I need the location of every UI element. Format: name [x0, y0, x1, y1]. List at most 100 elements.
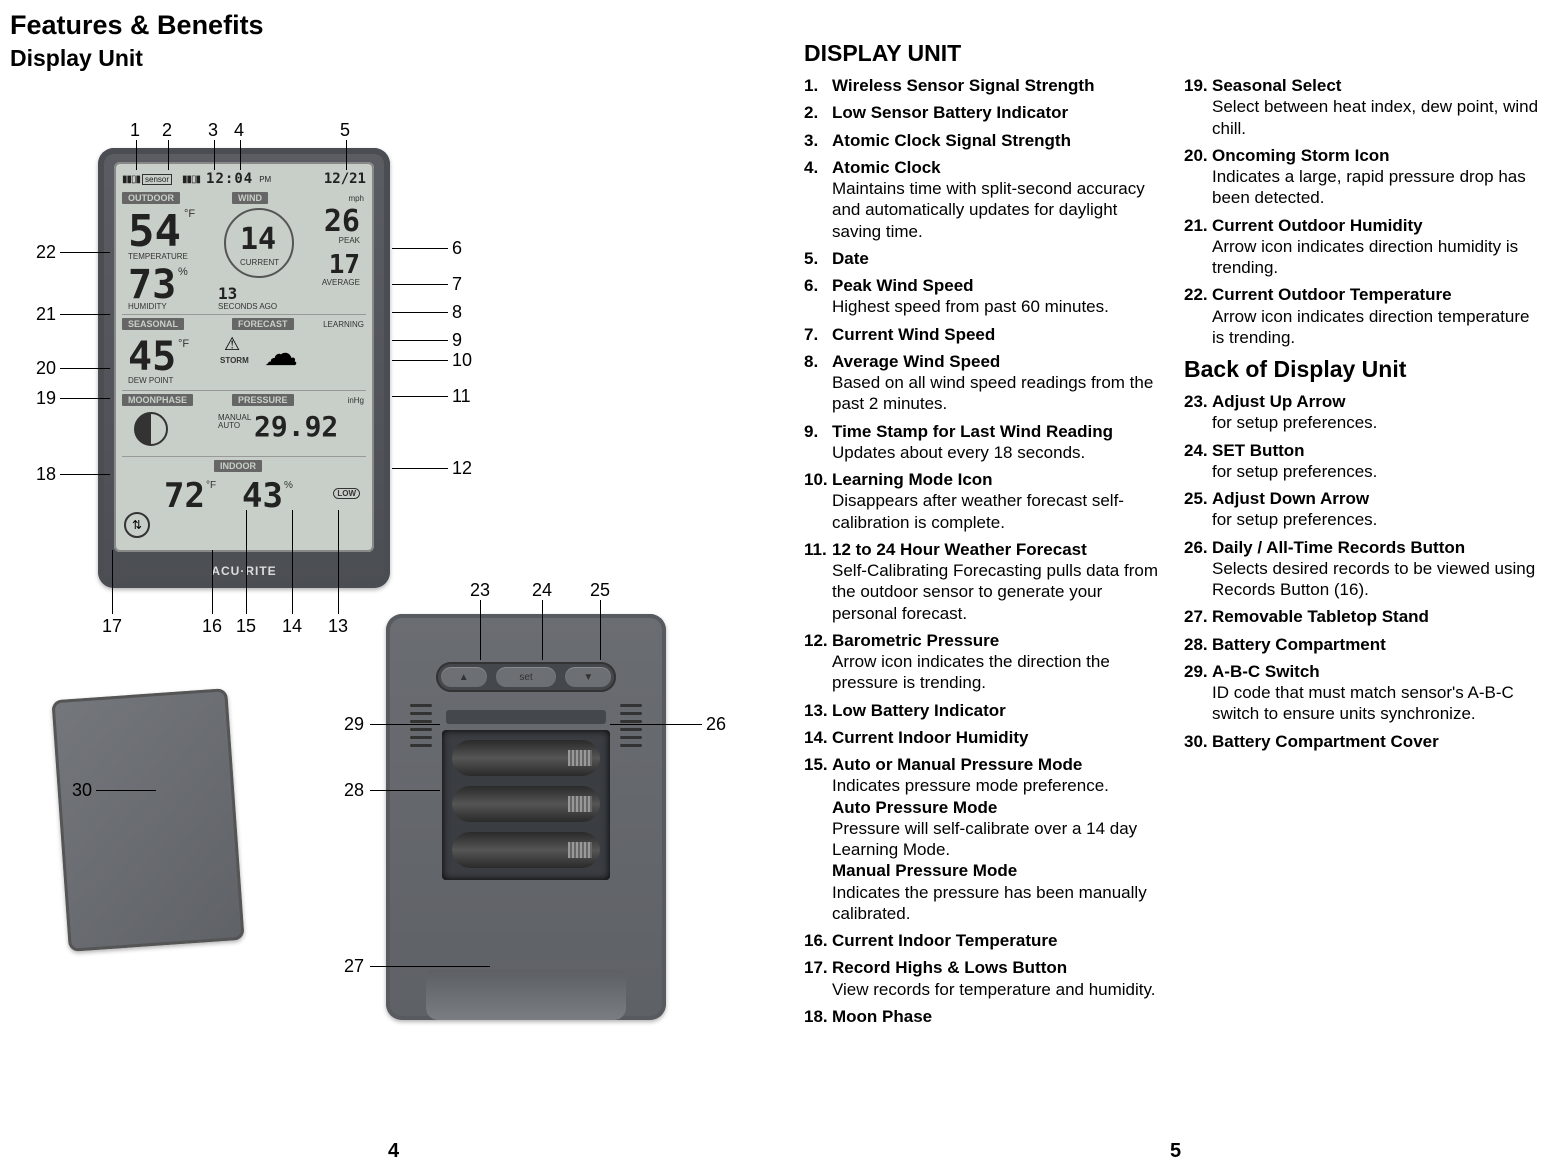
- callout-10: 10: [452, 350, 472, 371]
- clock-ampm: PM: [259, 175, 271, 184]
- leader-line: [60, 398, 110, 399]
- feature-col-left: 1.Wireless Sensor Signal Strength2.Low S…: [804, 75, 1160, 1033]
- leader-line: [60, 314, 110, 315]
- sensor-signal-icon: ▮▮▯▮: [122, 174, 140, 185]
- wind-peak: 26: [324, 204, 360, 239]
- forecast-icon: ☁: [264, 334, 298, 374]
- main-title: Features & Benefits: [10, 10, 770, 41]
- pressure-val: 29.92: [254, 410, 338, 443]
- wind-unit: mph: [348, 194, 364, 203]
- feature-item: 17.Record Highs & Lows ButtonView record…: [804, 957, 1160, 1000]
- leader-line: [392, 340, 448, 341]
- leader-line: [392, 312, 448, 313]
- callout-24: 24: [532, 580, 552, 601]
- moonphase-label: MOONPHASE: [122, 394, 193, 406]
- temp-label: TEMPERATURE: [128, 252, 188, 261]
- battery-2: [452, 786, 600, 822]
- feature-item: 9.Time Stamp for Last Wind ReadingUpdate…: [804, 421, 1160, 464]
- feature-item: 1.Wireless Sensor Signal Strength: [804, 75, 1160, 96]
- leader-line: [480, 600, 481, 660]
- callout-21: 21: [36, 304, 56, 325]
- leader-line: [370, 790, 440, 791]
- feature-item: 6.Peak Wind SpeedHighest speed from past…: [804, 275, 1160, 318]
- leader-line: [370, 966, 490, 967]
- feature-item: 25.Adjust Down Arrowfor setup preference…: [1184, 488, 1540, 531]
- atomic-signal-icon: ▮▮▯▮: [182, 174, 200, 185]
- feature-item: 13.Low Battery Indicator: [804, 700, 1160, 721]
- button-row: ▲ set ▼: [436, 662, 616, 692]
- feature-item: 24.SET Buttonfor setup preferences.: [1184, 440, 1540, 483]
- switch-panel: [446, 710, 606, 724]
- callout-16: 16: [202, 616, 222, 637]
- feature-item: 7.Current Wind Speed: [804, 324, 1160, 345]
- feature-item: 28.Battery Compartment: [1184, 634, 1540, 655]
- leader-line: [392, 284, 448, 285]
- leader-line: [168, 140, 169, 170]
- battery-cover: [51, 688, 244, 952]
- feature-item: 29.A-B-C SwitchID code that must match s…: [1184, 661, 1540, 725]
- wind-current-label: CURRENT: [240, 258, 279, 267]
- callout-6: 6: [452, 238, 462, 259]
- outdoor-temp: 54: [128, 206, 181, 257]
- feature-item: 4.Atomic ClockMaintains time with split-…: [804, 157, 1160, 242]
- callout-2: 2: [162, 120, 172, 141]
- page-number-right: 5: [1170, 1140, 1181, 1163]
- sensor-label: sensor: [142, 174, 172, 185]
- outdoor-hum-unit: %: [178, 266, 188, 278]
- leader-line: [338, 510, 339, 614]
- leader-line: [60, 252, 110, 253]
- leader-line: [542, 600, 543, 660]
- indoor-label: INDOOR: [214, 460, 262, 472]
- indoor-hum-unit: %: [284, 480, 293, 491]
- left-page: Features & Benefits Display Unit ▮▮▯▮ se…: [0, 0, 780, 1160]
- outdoor-label: OUTDOOR: [122, 192, 180, 204]
- callout-14: 14: [282, 616, 302, 637]
- feature-item: 15.Auto or Manual Pressure ModeIndicates…: [804, 754, 1160, 924]
- device-front: ▮▮▯▮ sensor ▮▮▯▮ 12:04 PM 12/21 OUTDOOR …: [98, 148, 390, 588]
- leader-line: [392, 248, 448, 249]
- leader-line: [392, 468, 448, 469]
- feature-item: 30.Battery Compartment Cover: [1184, 731, 1540, 752]
- leader-line: [392, 360, 448, 361]
- callout-9: 9: [452, 330, 462, 351]
- diagram: ▮▮▯▮ sensor ▮▮▯▮ 12:04 PM 12/21 OUTDOOR …: [10, 80, 770, 1160]
- feature-item: 3.Atomic Clock Signal Strength: [804, 130, 1160, 151]
- callout-7: 7: [452, 274, 462, 295]
- feature-item: 12.Barometric PressureArrow icon indicat…: [804, 630, 1160, 694]
- callout-17: 17: [102, 616, 122, 637]
- moon-icon: [134, 412, 168, 446]
- leader-line: [60, 368, 110, 369]
- vents: [410, 704, 432, 752]
- up-button[interactable]: ▲: [441, 667, 487, 687]
- wind-current: 14: [240, 222, 276, 257]
- down-button[interactable]: ▼: [565, 667, 611, 687]
- seconds-ago-label: SECONDS AGO: [218, 302, 277, 311]
- device-back: ▲ set ▼: [386, 614, 666, 1020]
- leader-line: [392, 396, 448, 397]
- leader-line: [370, 724, 440, 725]
- leader-line: [136, 140, 137, 170]
- seconds-ago: 13: [218, 284, 237, 303]
- feature-item: 27.Removable Tabletop Stand: [1184, 606, 1540, 627]
- pressure-mode: MANUAL AUTO: [218, 414, 251, 430]
- feature-item: 14.Current Indoor Humidity: [804, 727, 1160, 748]
- dewpoint-label: DEW POINT: [128, 376, 173, 385]
- callout-25: 25: [590, 580, 610, 601]
- leader-line: [112, 550, 113, 614]
- feature-item: 10.Learning Mode IconDisappears after we…: [804, 469, 1160, 533]
- forecast-label: FORECAST: [232, 318, 294, 330]
- leader-line: [610, 724, 702, 725]
- leader-line: [246, 510, 247, 614]
- battery-well: [442, 730, 610, 880]
- leader-line: [96, 790, 156, 791]
- storm-icon: ⚠: [224, 334, 240, 355]
- callout-27: 27: [344, 956, 364, 977]
- seasonal-label: SEASONAL: [122, 318, 184, 330]
- feature-item: 16.Current Indoor Temperature: [804, 930, 1160, 951]
- callout-22: 22: [36, 242, 56, 263]
- subtitle: Display Unit: [10, 45, 770, 72]
- callout-26: 26: [706, 714, 726, 735]
- page-number-left: 4: [388, 1140, 399, 1163]
- set-button[interactable]: set: [496, 667, 556, 687]
- pressure-unit: inHg: [348, 396, 364, 405]
